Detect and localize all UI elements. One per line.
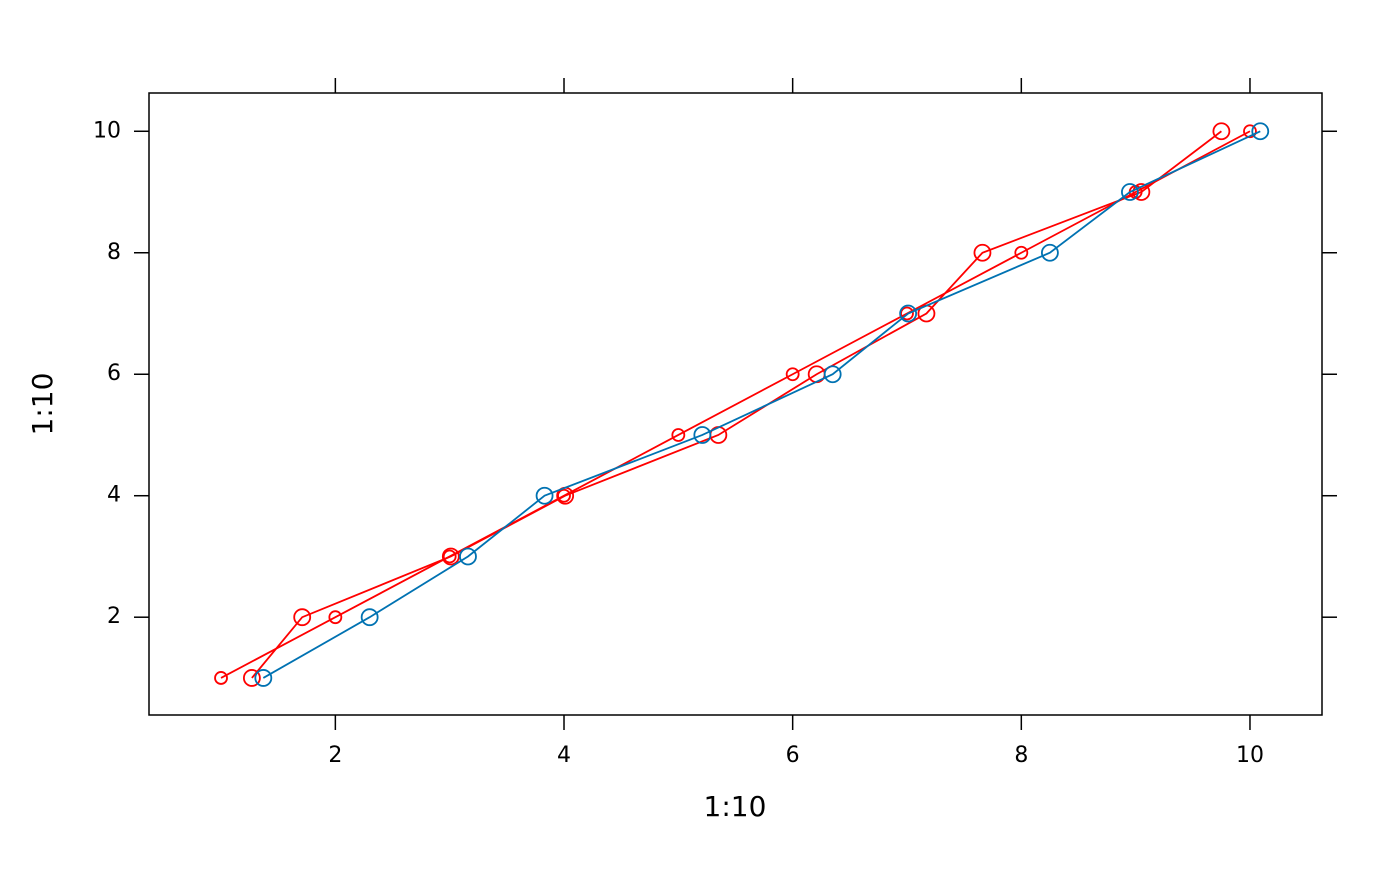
point — [214, 671, 228, 685]
point — [242, 669, 261, 687]
point — [899, 304, 918, 323]
point — [535, 486, 554, 505]
point — [1251, 122, 1270, 141]
point — [328, 610, 343, 625]
x-tick-label: 4 — [557, 743, 571, 768]
point — [785, 367, 800, 382]
y-tick-label: 10 — [93, 118, 121, 143]
point — [1243, 124, 1257, 139]
point — [1121, 183, 1139, 201]
x-tick-label: 6 — [786, 743, 800, 768]
series-line — [220, 130, 1251, 679]
point — [671, 428, 686, 442]
x-tick-label: 10 — [1236, 743, 1264, 768]
x-axis-label: 1:10 — [704, 790, 767, 823]
y-tick-label: 6 — [107, 361, 121, 386]
point — [254, 669, 273, 687]
point — [1014, 245, 1029, 260]
point — [441, 547, 460, 566]
point — [360, 608, 379, 627]
point — [1212, 122, 1231, 141]
point — [1132, 183, 1151, 201]
point — [823, 365, 842, 384]
point — [1041, 243, 1059, 262]
point — [973, 243, 992, 262]
point — [693, 426, 712, 444]
y-tick-label: 4 — [107, 483, 121, 508]
y-tick-label: 8 — [107, 240, 121, 265]
point — [459, 547, 477, 566]
series-line — [262, 130, 1261, 679]
point — [293, 608, 312, 627]
y-axis-label: 1:10 — [26, 373, 59, 436]
y-tick-label: 2 — [107, 604, 121, 629]
x-tick-label: 8 — [1014, 743, 1028, 768]
plot-frame — [148, 92, 1323, 716]
x-tick-label: 2 — [328, 743, 342, 768]
